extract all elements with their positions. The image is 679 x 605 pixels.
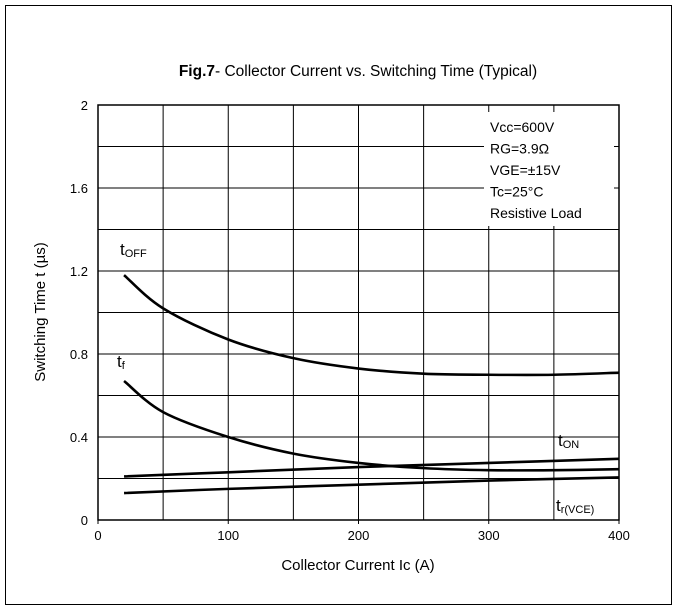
y-tick-label: 0.8 — [70, 347, 88, 362]
y-tick-label: 1.6 — [70, 181, 88, 196]
y-tick-label: 0.4 — [70, 430, 88, 445]
y-tick-label: 0 — [81, 513, 88, 528]
y-tick-label: 1.2 — [70, 264, 88, 279]
x-tick-label: 200 — [348, 528, 370, 543]
chart-title-rest: - Collector Current vs. Switching Time (… — [215, 63, 537, 80]
axis-ticks: 0 100 200 300 400 0 0.4 0.8 1.2 1.6 2 — [70, 98, 630, 543]
conditions-box: Vcc=600V RG=3.9Ω VGE=±15V Tc=25°C Resistive … — [490, 119, 582, 221]
series-line-toff — [123, 274, 620, 377]
condition-line: RG=3.9Ω — [490, 141, 549, 157]
condition-line: Resistive Load — [490, 205, 582, 221]
series-label-tf: tf — [117, 352, 126, 372]
chart-title-bold: Fig.7 — [179, 63, 215, 80]
condition-line: Tc=25°C — [490, 184, 543, 200]
conditions-box-bg — [484, 112, 614, 226]
series-label-ton: tON — [558, 431, 579, 451]
grid-lines — [98, 105, 619, 520]
series-line-trvce — [123, 476, 620, 495]
series-label-toff: tOFF — [120, 240, 147, 260]
x-axis-label: Collector Current Ic (A) — [281, 557, 434, 574]
series-label-trvce: tr(VCE) — [556, 496, 594, 516]
x-tick-label: 100 — [217, 528, 239, 543]
chart-svg: Fig.7- Collector Current vs. Switching T… — [32, 63, 630, 574]
chart-title: Fig.7- Collector Current vs. Switching T… — [179, 63, 537, 80]
y-axis-label: Switching Time t (µs) — [32, 242, 49, 382]
series-lines — [123, 274, 620, 495]
x-tick-label: 300 — [478, 528, 500, 543]
condition-line: VGE=±15V — [490, 162, 561, 178]
y-tick-label: 2 — [81, 98, 88, 113]
series-line-tf — [123, 379, 620, 472]
series-labels: tOFF tf tON tr(VCE) — [117, 240, 594, 516]
x-tick-label: 0 — [94, 528, 101, 543]
series-line-ton — [123, 457, 620, 478]
x-tick-label: 400 — [608, 528, 630, 543]
condition-line: Vcc=600V — [490, 119, 555, 135]
